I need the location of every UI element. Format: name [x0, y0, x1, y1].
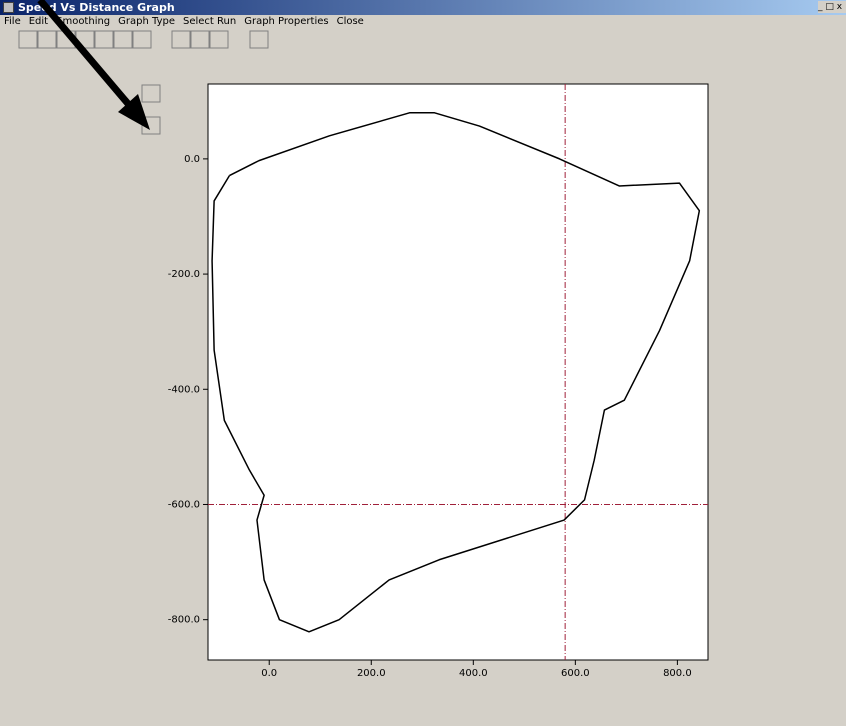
track-line — [211, 112, 701, 633]
window-title: Speed Vs Distance Graph — [18, 1, 175, 14]
pan-button[interactable] — [141, 84, 161, 103]
menu-bar: File Edit Smoothing Graph Type Select Run Gra… — [0, 15, 846, 29]
x-tick-label: 200.0 — [357, 668, 386, 679]
print-button[interactable] — [249, 30, 269, 49]
zoom-button[interactable] — [18, 30, 38, 49]
reset-button[interactable] — [94, 30, 114, 49]
menu-item[interactable]: Close — [336, 16, 364, 27]
layout-button[interactable] — [209, 30, 229, 49]
x-tick-label: 0.0 — [261, 668, 277, 679]
plot-area — [207, 83, 709, 661]
toolbar — [18, 30, 269, 135]
y-tick-label: -800.0 — [168, 615, 200, 626]
window-buttons[interactable]: _ □ x — [818, 1, 846, 13]
menu-item[interactable]: Smoothing — [56, 16, 111, 27]
y-tick-label: 0.0 — [184, 154, 200, 165]
y-tick-label: -600.0 — [168, 499, 200, 510]
menu-item[interactable]: Graph Properties — [244, 16, 329, 27]
menu-item[interactable]: File — [4, 16, 21, 27]
forward-button[interactable] — [132, 30, 152, 49]
x-tick-label: 800.0 — [663, 668, 692, 679]
layout-button[interactable] — [171, 30, 191, 49]
menu-item[interactable]: Edit — [28, 16, 49, 27]
zoom-in-button[interactable] — [37, 30, 57, 49]
y-tick-label: -200.0 — [168, 269, 200, 280]
menu-item[interactable]: Select Run — [183, 16, 237, 27]
title-bar: Speed Vs Distance Graph _ □ x — [0, 0, 846, 15]
app-icon — [3, 2, 14, 13]
x-tick-label: 400.0 — [459, 668, 488, 679]
x-tick-label: 600.0 — [561, 668, 590, 679]
back-button[interactable] — [113, 30, 133, 49]
y-tick-label: -400.0 — [168, 384, 200, 395]
layout-button[interactable] — [190, 30, 210, 49]
menu-item[interactable]: Graph Type — [118, 16, 175, 27]
annotation-arrow — [37, 0, 150, 130]
